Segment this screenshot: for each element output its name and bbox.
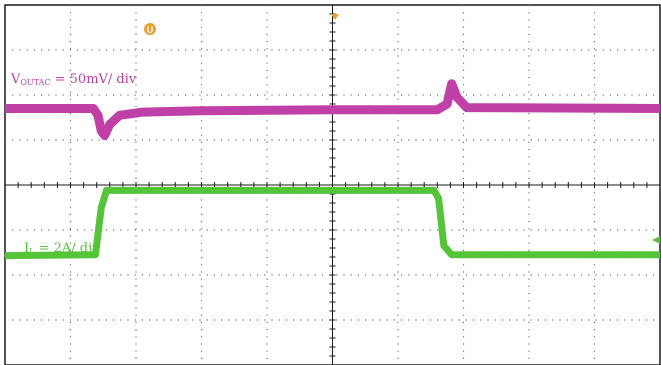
channel-level-marker (652, 236, 660, 244)
current-label-sub: L (29, 247, 35, 256)
voltage-label-scale: = 50mV/ div (51, 72, 137, 87)
voltage-trace-noise (4, 82, 660, 136)
current-label-main: I (24, 241, 29, 256)
current-trace-noise (4, 186, 660, 260)
voltage-channel-label: VOUTAC = 50mV/ div (10, 72, 137, 87)
traces (4, 79, 661, 260)
current-channel-label: IL = 2A/ div (24, 241, 100, 256)
voltage-label-main: V (10, 72, 21, 87)
trigger-marker: U (144, 23, 156, 35)
current-label-scale: = 2A/ div (34, 241, 100, 256)
trigger-marker-badge (144, 23, 156, 35)
voltage-label-sub: OUTAC (20, 78, 50, 87)
graticule (4, 4, 661, 365)
trigger-marker-label: U (147, 25, 154, 35)
horizontal-position-marker (331, 14, 339, 20)
